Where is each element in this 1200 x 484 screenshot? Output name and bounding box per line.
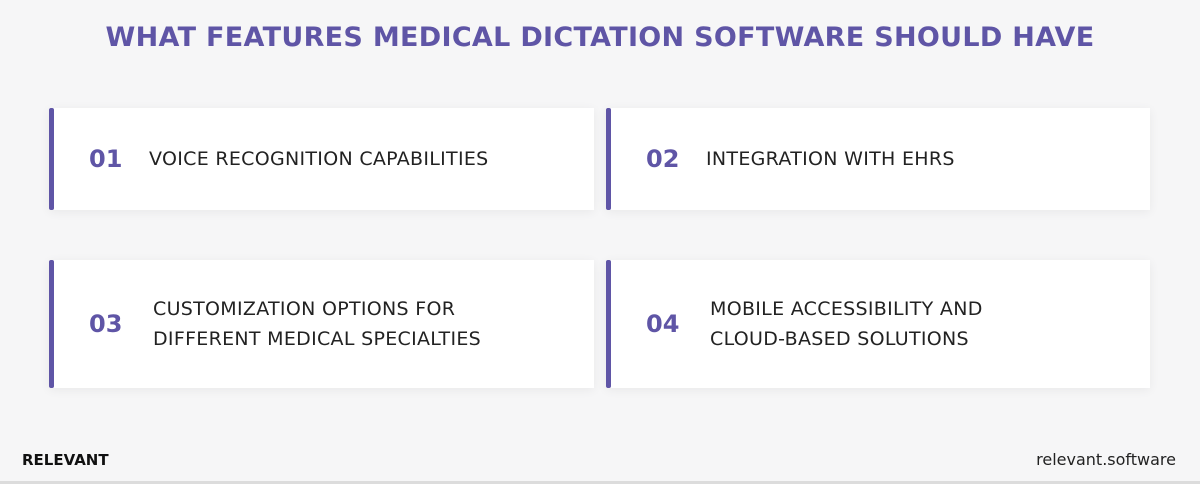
feature-text: MOBILE ACCESSIBILITY AND CLOUD-BASED SOL… (710, 294, 983, 354)
feature-card-3: 03 CUSTOMIZATION OPTIONS FOR DIFFERENT M… (49, 260, 594, 388)
feature-card-1: 01 VOICE RECOGNITION CAPABILITIES (49, 108, 594, 210)
feature-number: 04 (646, 310, 680, 338)
feature-number: 02 (646, 145, 680, 173)
feature-number: 01 (89, 145, 123, 173)
feature-text: VOICE RECOGNITION CAPABILITIES (149, 148, 489, 170)
website-link: relevant.software (1036, 450, 1176, 469)
page-title: WHAT FEATURES MEDICAL DICTATION SOFTWARE… (105, 22, 1095, 53)
feature-text-line: MOBILE ACCESSIBILITY AND (710, 298, 983, 320)
brand-logo: RELEVANT (22, 451, 109, 469)
feature-card-4: 04 MOBILE ACCESSIBILITY AND CLOUD-BASED … (606, 260, 1150, 388)
feature-number: 03 (89, 310, 123, 338)
feature-text-line: CUSTOMIZATION OPTIONS FOR (153, 298, 456, 320)
feature-text-line: CLOUD-BASED SOLUTIONS (710, 328, 969, 350)
feature-card-2: 02 INTEGRATION WITH EHRS (606, 108, 1150, 210)
feature-text: INTEGRATION WITH EHRS (706, 148, 955, 170)
feature-text-line: DIFFERENT MEDICAL SPECIALTIES (153, 328, 482, 350)
feature-text: CUSTOMIZATION OPTIONS FOR DIFFERENT MEDI… (153, 294, 481, 354)
divider (0, 481, 1200, 484)
